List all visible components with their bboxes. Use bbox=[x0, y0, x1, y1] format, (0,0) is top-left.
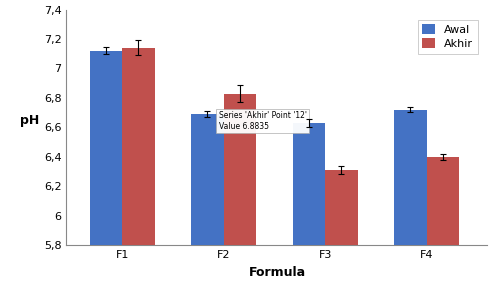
Bar bbox=[90, 51, 122, 290]
Bar bbox=[293, 123, 325, 290]
Text: Series 'Akhir' Point '12'
Value 6.8835: Series 'Akhir' Point '12' Value 6.8835 bbox=[218, 111, 307, 130]
Bar bbox=[191, 114, 224, 290]
Bar bbox=[122, 48, 155, 290]
Bar bbox=[224, 93, 256, 290]
Bar bbox=[394, 110, 426, 290]
Bar bbox=[426, 157, 459, 290]
X-axis label: Formula: Formula bbox=[248, 266, 306, 279]
Y-axis label: pH: pH bbox=[20, 114, 39, 127]
Bar bbox=[325, 170, 357, 290]
Legend: Awal, Akhir: Awal, Akhir bbox=[418, 20, 478, 54]
